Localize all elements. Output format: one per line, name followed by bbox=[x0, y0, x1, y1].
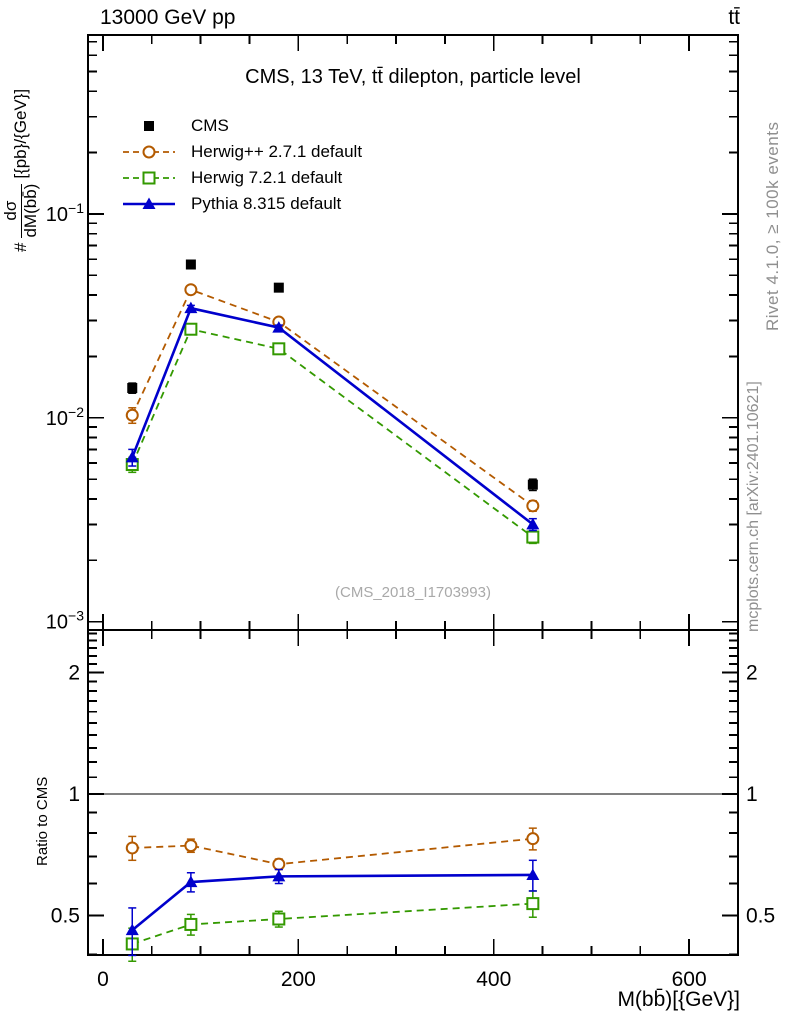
legend-label-herwig7: Herwig 7.2.1 default bbox=[191, 168, 343, 187]
mcplots-reference-label: mcplots.cern.ch [arXiv:2401.10621] bbox=[745, 381, 762, 632]
tick-labels: 0 200 400 600 10−1 10−2 10−3 0.5 0.5 1 1 2 2 bbox=[46, 200, 775, 991]
ratio-frame bbox=[87, 629, 739, 956]
fraction-denominator: dM(bb̄) bbox=[20, 183, 40, 238]
series-ratio-1 bbox=[125, 827, 540, 871]
beam-energy-title: 13000 GeV pp bbox=[100, 6, 236, 29]
ratio-axis-label: Ratio to CMS bbox=[34, 776, 51, 866]
legend-label-pythia: Pythia 8.315 default bbox=[191, 194, 342, 213]
legend-item-cms: CMS bbox=[121, 113, 362, 139]
legend: CMS Herwig++ 2.7.1 default Herwig 7.2.1 … bbox=[121, 113, 362, 217]
ratio-tick-label-left: 0.5 bbox=[51, 904, 80, 927]
y-axis-label-fraction: dσ dM(bb̄) bbox=[1, 183, 40, 238]
x-tick-label: 600 bbox=[672, 968, 707, 991]
y-axis-label: # dσ dM(bb̄) [{pb}/{GeV}] bbox=[1, 88, 40, 252]
x-tick-label: 400 bbox=[476, 968, 511, 991]
y-tick-label: 10−1 bbox=[46, 200, 84, 226]
legend-item-pythia: Pythia 8.315 default bbox=[121, 191, 362, 217]
axes bbox=[87, 34, 739, 956]
y-tick-label: 10−3 bbox=[46, 608, 84, 634]
rivet-version-label: Rivet 4.1.0, ≥ 100k events bbox=[763, 121, 782, 331]
fraction-numerator: dσ bbox=[1, 183, 22, 238]
x-axis-label: M(bb̄)[{GeV}] bbox=[617, 988, 740, 1011]
series-ratio-2 bbox=[125, 890, 540, 963]
x-tick-label: 200 bbox=[281, 968, 316, 991]
ratio-tick-label-right: 0.5 bbox=[746, 904, 775, 927]
series-main-1 bbox=[125, 283, 540, 513]
legend-label-herwigpp: Herwig++ 2.7.1 default bbox=[191, 142, 363, 161]
legend-marker-cms bbox=[144, 121, 154, 131]
analysis-id-watermark: (CMS_2018_I1703993) bbox=[335, 584, 491, 601]
series-main-2 bbox=[125, 322, 540, 545]
y-axis-label-units: [{pb}/{GeV}] bbox=[11, 88, 31, 179]
x-tick-label: 0 bbox=[97, 968, 109, 991]
y-axis-label-prefix: # bbox=[11, 242, 31, 252]
legend-item-herwigpp: Herwig++ 2.7.1 default bbox=[121, 139, 362, 165]
legend-marker-herwig7 bbox=[123, 171, 175, 185]
legend-marker-herwigpp bbox=[123, 145, 175, 159]
y-tick-label: 10−2 bbox=[46, 404, 84, 430]
plot-title: CMS, 13 TeV, tt̄ dilepton, particle leve… bbox=[245, 66, 581, 88]
ratio-tick-label-left: 1 bbox=[68, 783, 80, 806]
ratio-tick-label-right: 1 bbox=[746, 783, 758, 806]
series-ratio-3 bbox=[125, 859, 540, 957]
ratio-tick-label-left: 2 bbox=[68, 662, 80, 685]
legend-item-herwig7: Herwig 7.2.1 default bbox=[121, 165, 362, 191]
legend-marker-pythia bbox=[123, 197, 175, 209]
ratio-tick-label-right: 2 bbox=[746, 662, 758, 685]
series-main-3 bbox=[125, 301, 540, 532]
series-main-0 bbox=[127, 259, 538, 492]
process-title: tt̄ bbox=[728, 6, 740, 29]
legend-label-cms: CMS bbox=[191, 116, 229, 135]
